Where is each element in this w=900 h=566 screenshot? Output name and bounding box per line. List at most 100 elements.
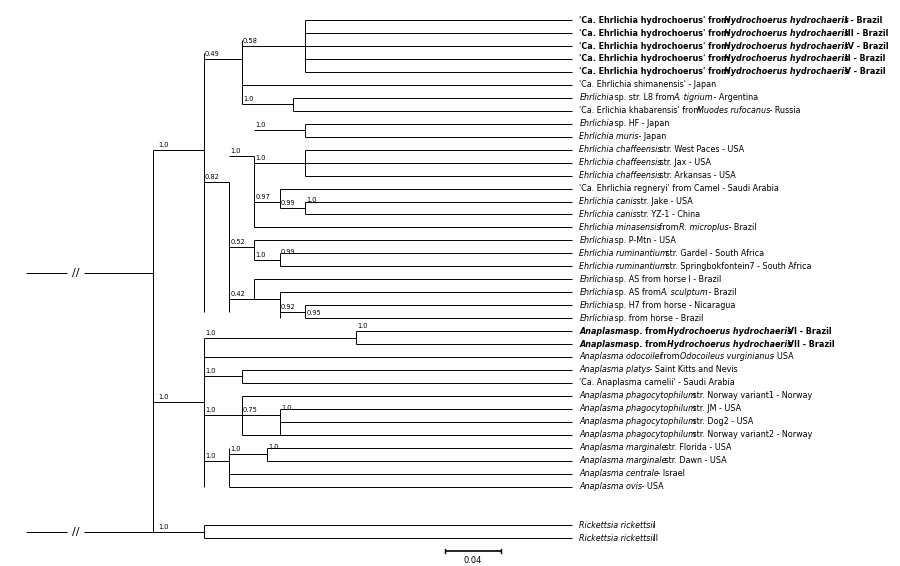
- Text: Ehrlichia chaffeensis: Ehrlichia chaffeensis: [580, 158, 662, 167]
- Text: 0.99: 0.99: [281, 249, 296, 255]
- Text: - Argentina: - Argentina: [711, 93, 758, 102]
- Text: Ehrlichia ruminantium: Ehrlichia ruminantium: [580, 262, 668, 271]
- Text: 0.58: 0.58: [243, 38, 258, 44]
- Text: Anaplasma: Anaplasma: [580, 327, 629, 336]
- Text: sp. from: sp. from: [626, 327, 670, 336]
- Text: str. Arkansas - USA: str. Arkansas - USA: [657, 171, 736, 180]
- Text: Anaplasma odocoilei: Anaplasma odocoilei: [580, 353, 662, 362]
- Text: 'Ca. Ehrlichia hydrochoerus' from: 'Ca. Ehrlichia hydrochoerus' from: [580, 16, 733, 25]
- Text: 0.52: 0.52: [230, 239, 245, 245]
- Text: Anaplasma phagocytophilum: Anaplasma phagocytophilum: [580, 391, 697, 400]
- Text: - USA: - USA: [770, 353, 794, 362]
- Text: 0.04: 0.04: [464, 556, 482, 565]
- Text: str. Norway variant2 - Norway: str. Norway variant2 - Norway: [690, 430, 813, 439]
- Text: 0.95: 0.95: [307, 310, 321, 316]
- Text: sp. str. L8 from: sp. str. L8 from: [612, 93, 677, 102]
- Text: Ehrlichia: Ehrlichia: [580, 119, 614, 128]
- Text: 'Ca. Ehrlichia hydrochoerus' from: 'Ca. Ehrlichia hydrochoerus' from: [580, 29, 733, 37]
- Text: 'Ca. Ehrlichia regneryi' from Camel - Saudi Arabia: 'Ca. Ehrlichia regneryi' from Camel - Sa…: [580, 184, 779, 193]
- Text: Ehrlichia canis: Ehrlichia canis: [580, 197, 637, 206]
- Text: 1.0: 1.0: [230, 446, 241, 452]
- Text: 'Ca. Ehrlichia hydrochoerus' from: 'Ca. Ehrlichia hydrochoerus' from: [580, 41, 733, 50]
- Text: 0.42: 0.42: [230, 291, 245, 297]
- Text: 1.0: 1.0: [256, 252, 266, 258]
- Text: str. Jax - USA: str. Jax - USA: [657, 158, 711, 167]
- Text: VII - Brazil: VII - Brazil: [786, 340, 835, 349]
- Text: sp. from: sp. from: [626, 340, 670, 349]
- Text: Ehrlichia chaffeensis: Ehrlichia chaffeensis: [580, 171, 662, 180]
- Text: Hydrochoerus hydrochaeris: Hydrochoerus hydrochaeris: [724, 16, 849, 25]
- Text: 'Ca. Anaplasma camelii' - Saudi Arabia: 'Ca. Anaplasma camelii' - Saudi Arabia: [580, 379, 735, 387]
- Text: 1.0: 1.0: [243, 96, 254, 102]
- Text: - Russia: - Russia: [767, 106, 800, 115]
- Text: 1.0: 1.0: [357, 323, 368, 329]
- Text: 1.0: 1.0: [205, 368, 215, 375]
- Text: Ehrlichia: Ehrlichia: [580, 236, 614, 245]
- Text: - Brazil: - Brazil: [706, 288, 736, 297]
- Text: Hydrochoerus hydrochaeris: Hydrochoerus hydrochaeris: [724, 54, 849, 63]
- Text: Anaplasma marginale: Anaplasma marginale: [580, 443, 667, 452]
- Text: I: I: [651, 521, 656, 530]
- Text: Rickettsia rickettsii: Rickettsia rickettsii: [580, 521, 655, 530]
- Text: Anaplasma phagocytophilum: Anaplasma phagocytophilum: [580, 404, 697, 413]
- Text: Ehrlichia ruminantium: Ehrlichia ruminantium: [580, 249, 668, 258]
- Text: 'Ca. Ehrlichia hydrochoerus' from: 'Ca. Ehrlichia hydrochoerus' from: [580, 67, 733, 76]
- Text: 1.0: 1.0: [205, 453, 215, 458]
- Text: sp. H7 from horse - Nicaragua: sp. H7 from horse - Nicaragua: [612, 301, 735, 310]
- Text: 0.49: 0.49: [205, 51, 220, 57]
- Text: 'Ca. Erlichia khabarensis' from: 'Ca. Erlichia khabarensis' from: [580, 106, 704, 115]
- Text: sp. P-Mtn - USA: sp. P-Mtn - USA: [612, 236, 676, 245]
- Text: str. Springbokfontein7 - South Africa: str. Springbokfontein7 - South Africa: [663, 262, 812, 271]
- Text: Ehrlichia: Ehrlichia: [580, 288, 614, 297]
- Text: //: //: [72, 268, 79, 278]
- Text: Hydrochoerus hydrochaeris: Hydrochoerus hydrochaeris: [667, 327, 792, 336]
- Text: Rickettsia rickettsii: Rickettsia rickettsii: [580, 534, 655, 543]
- Text: str. Gardel - South Africa: str. Gardel - South Africa: [663, 249, 764, 258]
- Text: str. Dawn - USA: str. Dawn - USA: [662, 456, 726, 465]
- Text: Ehrlichia chaffeensis: Ehrlichia chaffeensis: [580, 145, 662, 154]
- Text: Ehrlichia muris: Ehrlichia muris: [580, 132, 639, 142]
- Text: III - Brazil: III - Brazil: [842, 29, 888, 37]
- Text: 1.0: 1.0: [205, 329, 215, 336]
- Text: str. Norway variant1 - Norway: str. Norway variant1 - Norway: [690, 391, 812, 400]
- Text: 'Ca. Ehrlichia shimanensis' - Japan: 'Ca. Ehrlichia shimanensis' - Japan: [580, 80, 716, 89]
- Text: R. microplus: R. microplus: [680, 223, 729, 232]
- Text: Anaplasma ovis: Anaplasma ovis: [580, 482, 643, 491]
- Text: Anaplasma phagocytophilum: Anaplasma phagocytophilum: [580, 430, 697, 439]
- Text: Muodes rufocanus: Muodes rufocanus: [698, 106, 770, 115]
- Text: Hydrochoerus hydrochaeris: Hydrochoerus hydrochaeris: [667, 340, 792, 349]
- Text: Hydrochoerus hydrochaeris: Hydrochoerus hydrochaeris: [724, 29, 849, 37]
- Text: //: //: [72, 527, 79, 537]
- Text: Ehrlichia: Ehrlichia: [580, 301, 614, 310]
- Text: I - Brazil: I - Brazil: [842, 16, 883, 25]
- Text: Anaplasma centrale: Anaplasma centrale: [580, 469, 659, 478]
- Text: Odocoileus vurginianus: Odocoileus vurginianus: [680, 353, 774, 362]
- Text: str. West Paces - USA: str. West Paces - USA: [657, 145, 744, 154]
- Text: - Israel: - Israel: [655, 469, 685, 478]
- Text: A. tigrium: A. tigrium: [673, 93, 713, 102]
- Text: IV - Brazil: IV - Brazil: [842, 41, 889, 50]
- Text: sp. HF - Japan: sp. HF - Japan: [612, 119, 670, 128]
- Text: Ehrlichia canis: Ehrlichia canis: [580, 210, 637, 219]
- Text: from: from: [656, 223, 680, 232]
- Text: Anaplasma platys: Anaplasma platys: [580, 366, 651, 375]
- Text: Anaplasma: Anaplasma: [580, 340, 629, 349]
- Text: - Japan: - Japan: [635, 132, 666, 142]
- Text: 1.0: 1.0: [268, 444, 279, 449]
- Text: 0.97: 0.97: [256, 194, 271, 200]
- Text: 1.0: 1.0: [205, 408, 215, 413]
- Text: - Saint Kitts and Nevis: - Saint Kitts and Nevis: [647, 366, 737, 375]
- Text: Hydrochoerus hydrochaeris: Hydrochoerus hydrochaeris: [724, 41, 849, 50]
- Text: Ehrlichia: Ehrlichia: [580, 93, 614, 102]
- Text: str. YZ-1 - China: str. YZ-1 - China: [634, 210, 700, 219]
- Text: - USA: - USA: [639, 482, 663, 491]
- Text: Hydrochoerus hydrochaeris: Hydrochoerus hydrochaeris: [724, 67, 849, 76]
- Text: Ehrlichia minasensis: Ehrlichia minasensis: [580, 223, 661, 232]
- Text: Ehrlichia: Ehrlichia: [580, 314, 614, 323]
- Text: 1.0: 1.0: [256, 122, 266, 128]
- Text: 1.0: 1.0: [158, 524, 168, 530]
- Text: str. Jake - USA: str. Jake - USA: [634, 197, 693, 206]
- Text: 0.99: 0.99: [281, 200, 296, 206]
- Text: 1.0: 1.0: [307, 198, 317, 203]
- Text: II: II: [651, 534, 658, 543]
